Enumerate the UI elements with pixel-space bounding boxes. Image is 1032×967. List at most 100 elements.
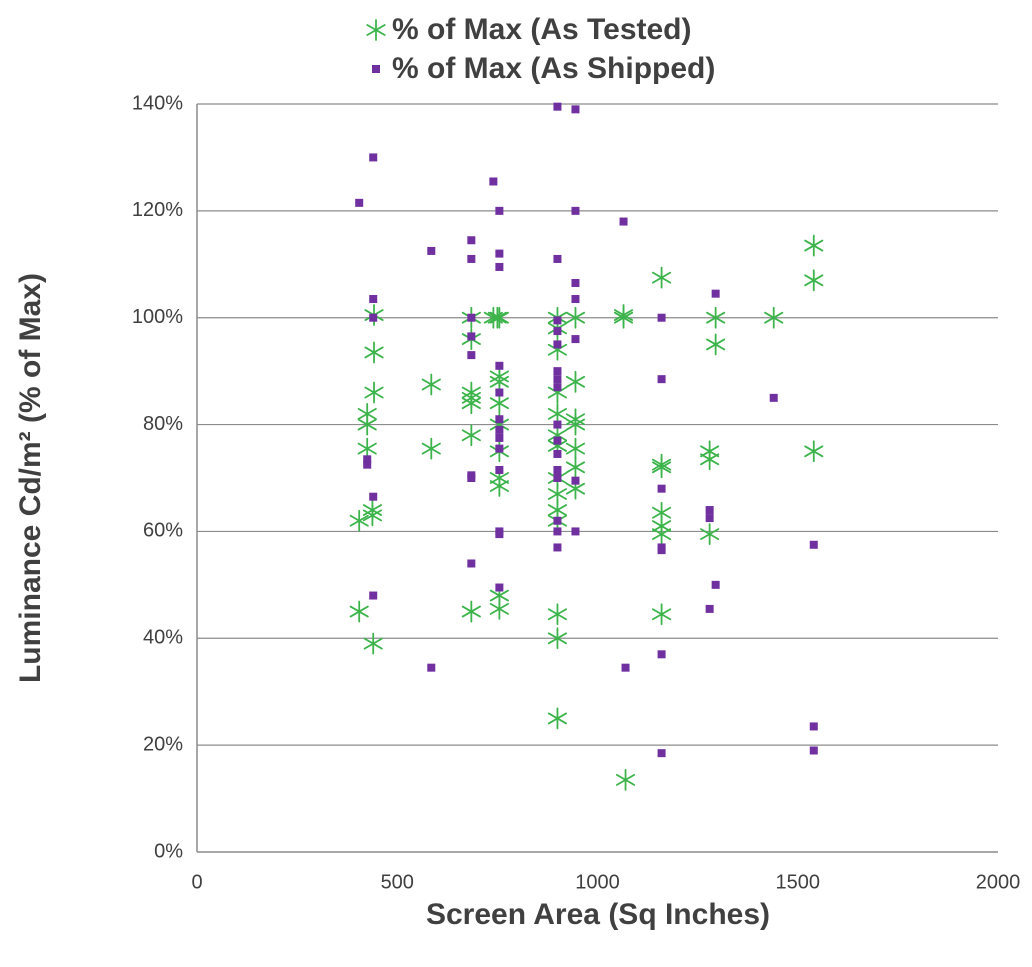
data-point-as-shipped bbox=[427, 246, 436, 255]
y-tick-label: 0% bbox=[154, 840, 183, 862]
data-point-as-tested bbox=[652, 603, 672, 626]
x-tick-label: 1500 bbox=[776, 871, 821, 893]
data-point-as-shipped bbox=[553, 340, 562, 349]
data-point-as-shipped bbox=[621, 663, 630, 672]
y-tick-label: 80% bbox=[143, 413, 183, 435]
data-point-as-shipped bbox=[657, 546, 666, 555]
legend: % of Max (As Tested) % of Max (As Shippe… bbox=[366, 13, 715, 85]
data-point-as-shipped bbox=[571, 476, 580, 485]
data-point-as-shipped bbox=[495, 361, 504, 370]
data-point-as-shipped bbox=[553, 367, 562, 376]
data-point-as-shipped bbox=[369, 591, 378, 600]
y-axis-title: Luminance Cd/m² (% of Max) bbox=[14, 273, 47, 683]
data-point-as-shipped bbox=[495, 583, 504, 592]
data-point-as-shipped bbox=[553, 516, 562, 525]
data-point-as-tested bbox=[461, 424, 481, 447]
data-point-as-tested bbox=[700, 523, 720, 545]
data-point-as-shipped bbox=[705, 506, 714, 515]
data-point-as-shipped bbox=[809, 746, 818, 755]
data-point-as-shipped bbox=[553, 449, 562, 458]
data-point-as-shipped bbox=[467, 351, 476, 360]
y-tick-labels: 0% 20% 40% 60% 80% 100% 120% 140% bbox=[132, 92, 183, 862]
x-tick-label: 0 bbox=[191, 871, 202, 893]
data-point-as-shipped bbox=[657, 749, 666, 758]
data-point-as-shipped bbox=[553, 465, 562, 474]
data-point-as-shipped bbox=[711, 289, 720, 298]
data-point-as-shipped bbox=[657, 313, 666, 322]
data-point-as-shipped bbox=[427, 663, 436, 672]
data-point-as-shipped bbox=[489, 177, 498, 186]
x-tick-label: 2000 bbox=[976, 871, 1021, 893]
data-point-as-shipped bbox=[467, 236, 476, 245]
data-point-as-shipped bbox=[553, 254, 562, 263]
data-point-as-shipped bbox=[495, 530, 504, 539]
data-point-as-tested bbox=[804, 234, 824, 257]
legend-label-as-shipped: % of Max (As Shipped) bbox=[392, 52, 715, 85]
data-point-as-shipped bbox=[571, 527, 580, 536]
data-point-as-tested bbox=[489, 475, 509, 497]
data-point-as-tested bbox=[706, 333, 726, 356]
y-tick-label: 60% bbox=[143, 520, 183, 542]
data-point-as-shipped bbox=[553, 316, 562, 325]
data-point-as-shipped bbox=[467, 254, 476, 263]
data-point-as-shipped bbox=[809, 540, 818, 549]
gridlines bbox=[197, 103, 998, 746]
data-point-as-shipped bbox=[363, 455, 372, 464]
data-point-as-tested bbox=[547, 603, 568, 626]
data-points bbox=[349, 102, 824, 791]
x-tick-labels: 0 500 1000 1500 2000 bbox=[191, 871, 1020, 893]
data-point-as-tested bbox=[364, 381, 384, 404]
data-point-as-tested bbox=[461, 600, 481, 623]
data-point-as-shipped bbox=[495, 249, 504, 258]
data-point-as-tested bbox=[489, 598, 509, 620]
data-point-as-tested bbox=[357, 437, 377, 460]
data-point-as-tested bbox=[565, 306, 586, 329]
data-point-as-shipped bbox=[657, 650, 666, 659]
y-tick-label: 120% bbox=[132, 199, 183, 221]
data-point-as-shipped bbox=[571, 295, 580, 304]
data-point-as-shipped bbox=[711, 580, 720, 589]
data-point-as-shipped bbox=[495, 262, 504, 271]
legend-square-icon bbox=[372, 65, 380, 73]
y-tick-label: 20% bbox=[143, 733, 183, 755]
data-point-as-shipped bbox=[553, 327, 562, 336]
data-point-as-shipped bbox=[553, 527, 562, 536]
data-point-as-shipped bbox=[571, 206, 580, 215]
data-point-as-shipped bbox=[553, 436, 562, 445]
legend-marker-as-shipped bbox=[372, 65, 380, 73]
data-point-as-shipped bbox=[571, 278, 580, 287]
data-point-as-shipped bbox=[369, 153, 378, 162]
data-point-as-shipped bbox=[355, 198, 364, 207]
y-tick-label: 40% bbox=[143, 627, 183, 649]
data-point-as-tested bbox=[461, 392, 481, 415]
data-point-as-shipped bbox=[495, 425, 504, 434]
data-point-as-tested bbox=[652, 523, 672, 545]
data-point-as-shipped bbox=[467, 474, 476, 482]
data-point-as-tested bbox=[487, 306, 507, 329]
legend-label-as-tested: % of Max (As Tested) bbox=[392, 13, 692, 46]
data-point-as-shipped bbox=[619, 217, 628, 226]
data-point-as-tested bbox=[489, 392, 509, 415]
data-point-as-shipped bbox=[495, 465, 504, 474]
data-point-as-tested bbox=[547, 627, 568, 650]
data-point-as-tested bbox=[349, 509, 369, 532]
data-point-as-shipped bbox=[553, 474, 562, 482]
data-point-as-tested bbox=[652, 266, 672, 289]
data-point-as-tested bbox=[547, 402, 568, 425]
y-tick-label: 140% bbox=[132, 92, 183, 114]
data-point-as-shipped bbox=[553, 383, 562, 392]
data-point-as-shipped bbox=[495, 433, 504, 442]
data-point-as-shipped bbox=[369, 295, 378, 304]
data-point-as-tested bbox=[357, 413, 377, 436]
data-point-as-shipped bbox=[369, 313, 378, 322]
y-tick-label: 100% bbox=[132, 306, 183, 328]
data-point-as-tested bbox=[421, 437, 441, 460]
data-point-as-shipped bbox=[553, 375, 562, 384]
data-point-as-shipped bbox=[705, 514, 714, 523]
data-point-as-shipped bbox=[809, 722, 818, 731]
legend-asterisk-icon bbox=[366, 19, 386, 41]
data-point-as-shipped bbox=[495, 388, 504, 397]
data-point-as-tested bbox=[364, 341, 384, 364]
data-point-as-shipped bbox=[467, 559, 476, 568]
